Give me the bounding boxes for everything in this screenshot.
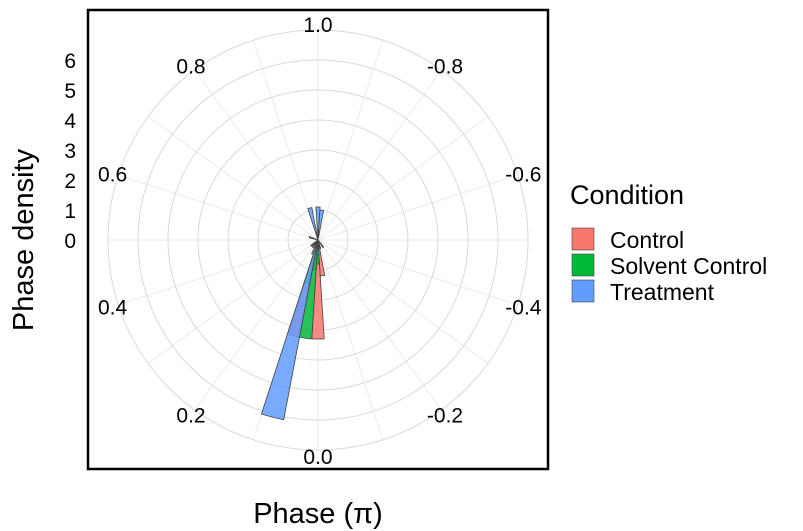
density-tick-labels: 0 1 2 3 4 5 6 — [64, 50, 76, 253]
grid-spoke — [317, 116, 489, 241]
grid-spoke — [194, 69, 319, 241]
bar-treatment — [317, 209, 325, 241]
grid-spoke — [317, 174, 518, 241]
legend-label-treatment: Treatment — [610, 279, 715, 305]
legend: Condition Control Solvent Control Treatm… — [570, 180, 767, 305]
y-axis-title: Phase density — [8, 148, 40, 331]
grid-spoke — [252, 40, 319, 241]
bar-solvent-control — [310, 239, 319, 247]
panel-border — [86, 8, 550, 471]
grid-spoke — [147, 239, 319, 364]
grid-spoke — [317, 239, 518, 306]
grid-ring — [137, 59, 499, 421]
grid-spoke — [118, 239, 319, 306]
legend-title: Condition — [570, 180, 684, 210]
polar-grid — [107, 29, 529, 451]
legend-label-control: Control — [610, 227, 684, 253]
bar-treatment — [308, 236, 319, 241]
grid-spoke — [317, 239, 384, 440]
density-tick-label: 1 — [64, 200, 76, 223]
grid-ring — [107, 29, 529, 451]
legend-swatch-control — [571, 227, 595, 251]
phase-tick-label: 0.8 — [176, 55, 205, 78]
bar-treatment — [260, 239, 319, 421]
phase-tick-label: -0.8 — [427, 55, 463, 78]
legend-label-solvent-control: Solvent Control — [610, 253, 767, 279]
grid-spoke — [194, 239, 319, 411]
density-tick-label: 3 — [64, 140, 76, 163]
density-tick-label: 4 — [64, 110, 76, 133]
bar-treatment — [315, 206, 321, 241]
bar-treatment — [317, 239, 325, 249]
phase-tick-label: 1.0 — [303, 14, 332, 37]
phase-tick-label: 0.4 — [98, 297, 128, 320]
grid-ring — [197, 119, 439, 361]
grid-ring — [167, 89, 469, 391]
histogram-bars — [260, 206, 326, 421]
phase-tick-label: 0.6 — [98, 163, 127, 186]
phase-tick-label: 0.2 — [176, 405, 205, 428]
bar-treatment — [307, 207, 319, 241]
bar-treatment — [316, 239, 320, 256]
phase-tick-label: -0.4 — [505, 297, 542, 320]
density-tick-label: 2 — [64, 170, 76, 193]
grid-spoke — [118, 174, 319, 241]
phase-tick-label: -0.2 — [427, 405, 463, 428]
grid-spoke — [317, 40, 384, 241]
legend-swatch-treatment — [571, 279, 595, 303]
bar-solvent-control — [317, 239, 322, 250]
grid-spoke — [317, 239, 489, 364]
density-tick-label: 5 — [64, 80, 76, 103]
grid-spoke — [147, 116, 319, 241]
x-axis-title: Phase (π) — [253, 498, 383, 530]
density-tick-label: 0 — [64, 230, 76, 253]
density-tick-label: 6 — [64, 50, 76, 73]
phase-tick-label: -0.6 — [505, 163, 541, 186]
phase-tick-labels: 1.0 -0.8 -0.6 -0.4 -0.2 0.0 0.2 0.4 0.6 0.8 — [98, 14, 542, 469]
legend-swatch-solvent-control — [571, 253, 595, 277]
bar-control — [311, 239, 319, 249]
phase-tick-label: 0.0 — [303, 446, 332, 469]
grid-spoke — [317, 69, 442, 241]
grid-spoke — [317, 239, 442, 411]
